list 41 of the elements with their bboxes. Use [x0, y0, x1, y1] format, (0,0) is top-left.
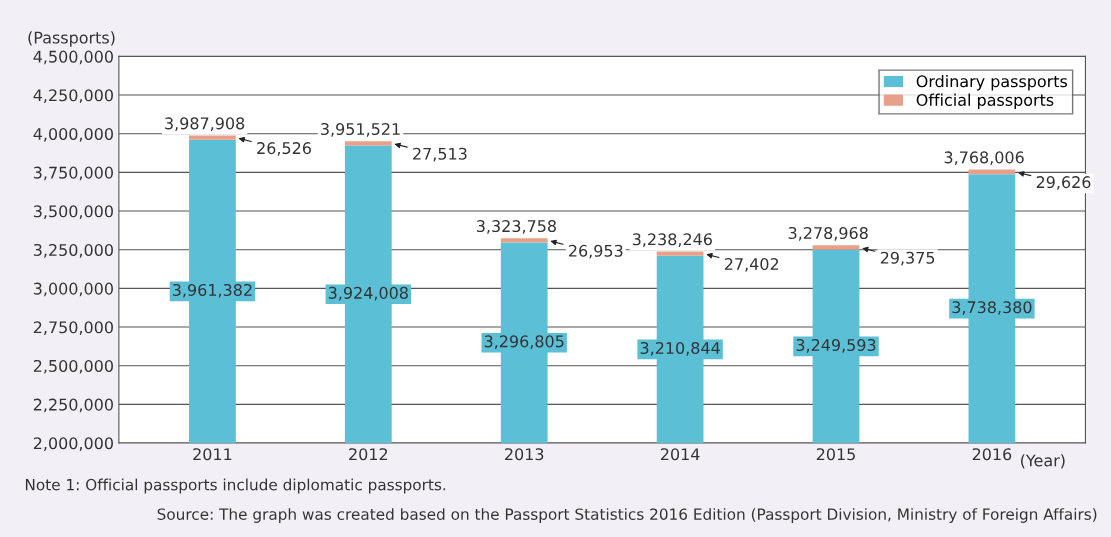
total-label: 3,987,908: [165, 117, 245, 132]
data-label: 3,210,844: [640, 341, 720, 356]
y-tick-label: 2,750,000: [33, 321, 113, 335]
data-label: 3,924,008: [328, 286, 408, 301]
data-label: 3,249,593: [796, 338, 876, 353]
data-label: 29,375: [880, 251, 935, 266]
x-tick-label: 2011: [193, 448, 232, 461]
data-label: 27,402: [724, 257, 779, 272]
data-label: 26,526: [257, 142, 311, 156]
y-tick-label: 4,500,000: [33, 50, 113, 65]
legend-label: Ordinary passports: [916, 74, 1068, 91]
total-label: 3,323,758: [476, 220, 556, 234]
x-tick-label: 2016: [972, 448, 1012, 461]
y-tick-label: 2,000,000: [33, 437, 113, 451]
y-tick-label: 4,000,000: [33, 127, 113, 142]
data-label: 3,296,805: [484, 335, 564, 350]
total-label: 3,951,521: [321, 122, 400, 137]
y-axis-title: (Passports): [28, 31, 115, 47]
data-label: 3,961,382: [172, 283, 252, 298]
total-label: 3,238,246: [632, 233, 712, 247]
y-tick-label: 3,000,000: [33, 282, 113, 297]
total-label: 3,278,968: [788, 226, 868, 241]
y-tick-label: 3,750,000: [33, 166, 113, 181]
y-tick-label: 4,250,000: [33, 89, 113, 103]
text: Note 1: Official passports include diplomatic passports.: [25, 478, 446, 494]
y-tick-label: 2,250,000: [33, 398, 113, 413]
data-label: 3,738,380: [952, 301, 1032, 315]
x-tick-label: 2014: [660, 448, 700, 461]
x-axis-title: (Year): [1021, 454, 1065, 469]
y-tick-label: 3,250,000: [33, 243, 113, 258]
y-tick-label: 3,500,000: [33, 205, 113, 219]
y-tick-label: 2,500,000: [33, 359, 113, 374]
source-note: Source: The graph was created based on the Passport Statistics 2016 Edition (Passport Division, Ministry of Foreign Affairs): [157, 508, 1097, 523]
x-tick-label: 2015: [816, 448, 855, 461]
x-tick-label: 2013: [505, 448, 544, 461]
data-label: 27,513: [413, 147, 467, 162]
total-label: 3,768,006: [944, 151, 1024, 166]
data-label: 29,626: [1036, 176, 1091, 190]
legend-label: Official passports: [916, 93, 1054, 110]
x-tick-label: 2012: [349, 448, 388, 461]
data-label: 26,953: [569, 244, 623, 259]
